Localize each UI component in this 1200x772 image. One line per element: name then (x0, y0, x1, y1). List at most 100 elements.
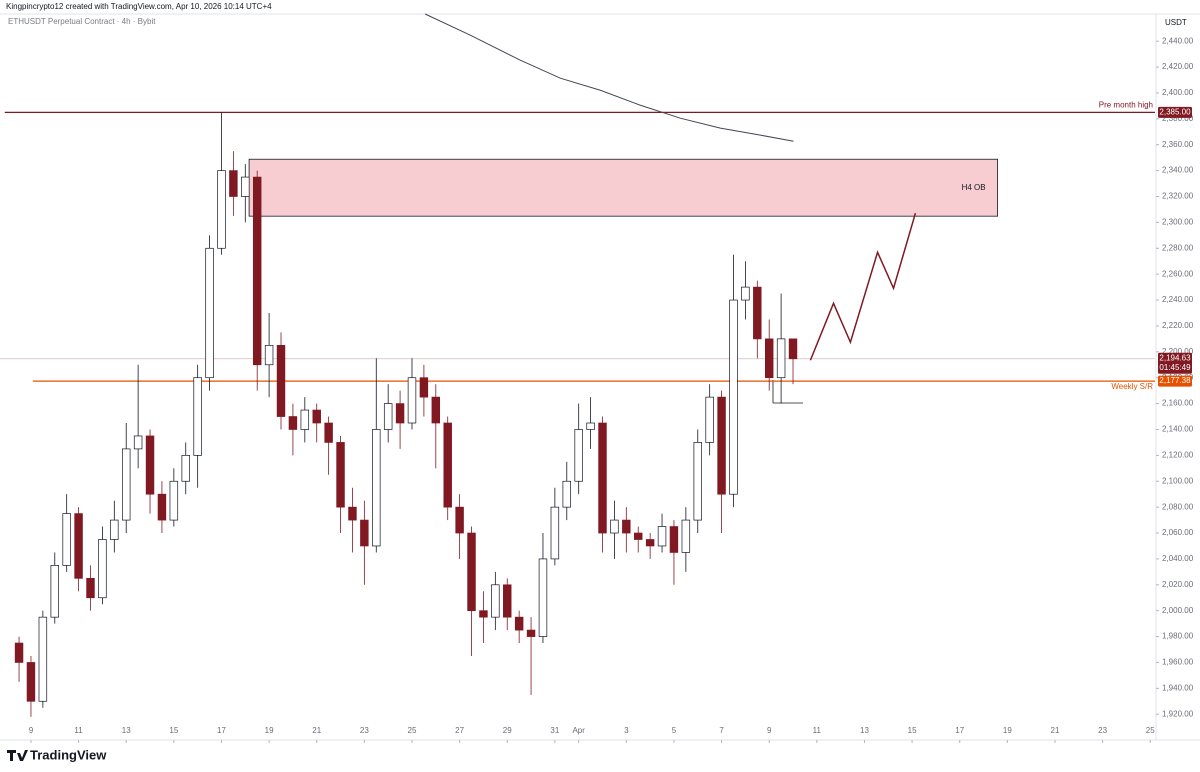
candle-body (586, 422, 595, 430)
x-tick-label: 11 (813, 726, 822, 735)
y-tick-label: 2,160.00 (1162, 399, 1194, 408)
candle (693, 429, 702, 534)
candle-body (324, 422, 333, 443)
x-tick-label: 21 (312, 726, 321, 735)
y-tick-label: 2,240.00 (1162, 295, 1194, 304)
candle (372, 358, 381, 553)
candle (145, 429, 155, 514)
candle (657, 513, 667, 553)
candle-body (574, 429, 583, 482)
candle (14, 636, 24, 682)
candle-body (383, 403, 393, 430)
candle (407, 358, 417, 430)
logo: TradingView (7, 747, 107, 762)
candle-body (622, 519, 631, 534)
candle (610, 500, 619, 559)
candle-body (598, 422, 607, 534)
x-tick-label: 27 (455, 726, 464, 735)
candle-body (38, 616, 48, 702)
candle (74, 507, 83, 592)
x-tick-label: Apr (572, 726, 585, 735)
candle-body (288, 416, 298, 430)
y-tick-label: 2,340.00 (1162, 166, 1194, 175)
price-tag-label: 2,177.38 (1159, 376, 1191, 385)
candle-body (764, 338, 774, 379)
candle (157, 481, 167, 534)
candle (324, 416, 333, 475)
candle-body (98, 539, 107, 599)
y-tick-label: 2,080.00 (1162, 502, 1194, 511)
candle-body (157, 493, 167, 521)
candle-body (407, 377, 417, 424)
candle-body (443, 422, 452, 508)
candle (776, 293, 786, 404)
candle (276, 332, 286, 430)
candle (241, 164, 250, 223)
y-tick-label: 2,040.00 (1162, 554, 1194, 563)
candle-body (705, 396, 714, 443)
candle (383, 384, 393, 443)
candle (574, 403, 583, 495)
candle (622, 507, 631, 553)
candle (26, 655, 36, 717)
x-tick-label: 23 (1098, 726, 1107, 735)
candle (300, 397, 310, 443)
candle-body (300, 409, 310, 430)
y-tick-label: 2,120.00 (1162, 450, 1194, 459)
candle-body (526, 629, 536, 637)
candle-body (479, 610, 488, 618)
candle (717, 390, 726, 534)
candle (121, 423, 131, 534)
y-tick-label: 2,440.00 (1162, 36, 1194, 45)
x-tick-label: 15 (908, 726, 917, 735)
candle-body (348, 506, 357, 521)
header: Kingpincrypto12 created with TradingView… (6, 2, 272, 11)
candle (479, 591, 488, 644)
x-tick-label: 5 (672, 726, 677, 735)
candle-body (14, 642, 24, 663)
candle-body (717, 396, 726, 495)
y-tick-label: 2,320.00 (1162, 192, 1194, 201)
candle-body (467, 532, 476, 612)
x-tick-label: 21 (1051, 726, 1060, 735)
candle (491, 571, 500, 631)
candle (229, 151, 238, 216)
candle (288, 403, 298, 456)
candle-body (229, 170, 238, 197)
candle-body (753, 286, 762, 340)
candle-body (788, 338, 798, 360)
candle-body (264, 344, 274, 366)
candle (467, 526, 476, 656)
currency: USDT (1165, 18, 1187, 27)
candle (431, 384, 441, 469)
candle-body (360, 519, 369, 547)
x-tick-label: 9 (767, 726, 772, 735)
candle-body (431, 396, 441, 424)
last-price-tag (1158, 352, 1192, 374)
candle-body (514, 616, 524, 631)
candle-body (86, 577, 95, 599)
candle-body (312, 409, 321, 424)
candle-body (145, 435, 155, 495)
candle (681, 507, 691, 572)
candle-body (610, 519, 619, 534)
candle-body (336, 442, 345, 508)
candle-body (645, 539, 655, 547)
x-tick-label: 7 (719, 726, 724, 735)
y-tick-label: 1,940.00 (1162, 683, 1194, 692)
candle (455, 494, 464, 559)
candle-body (669, 526, 679, 553)
x-tick-label: 25 (408, 726, 417, 735)
candle-body (657, 526, 667, 547)
zone-label: H4 OB (962, 183, 986, 192)
candle-body (181, 455, 190, 482)
x-tick-label: 9 (29, 726, 34, 735)
level-label: Weekly S/R (1111, 382, 1153, 391)
order-block-zone (248, 158, 998, 217)
candle (264, 312, 274, 398)
candle-body (241, 176, 250, 197)
candle-body (205, 247, 214, 379)
